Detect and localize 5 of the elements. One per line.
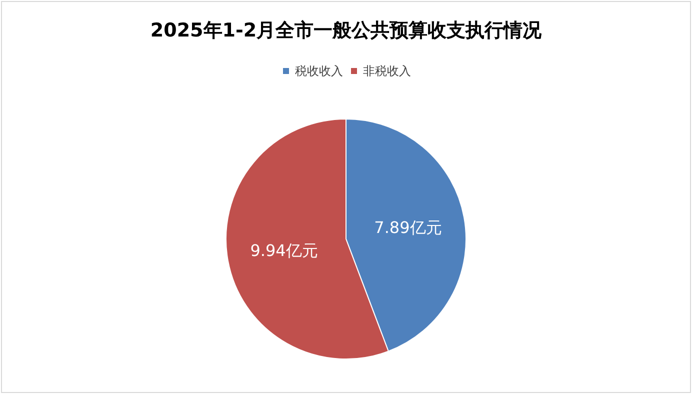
legend-label: 非税收入 bbox=[363, 64, 411, 78]
data-label: 7.89亿元 bbox=[374, 218, 442, 238]
chart-title: 2025年1-2月全市一般公共预算收支执行情况 bbox=[150, 20, 543, 42]
legend-label: 税收收入 bbox=[295, 64, 343, 78]
data-label: 9.94亿元 bbox=[250, 240, 318, 260]
